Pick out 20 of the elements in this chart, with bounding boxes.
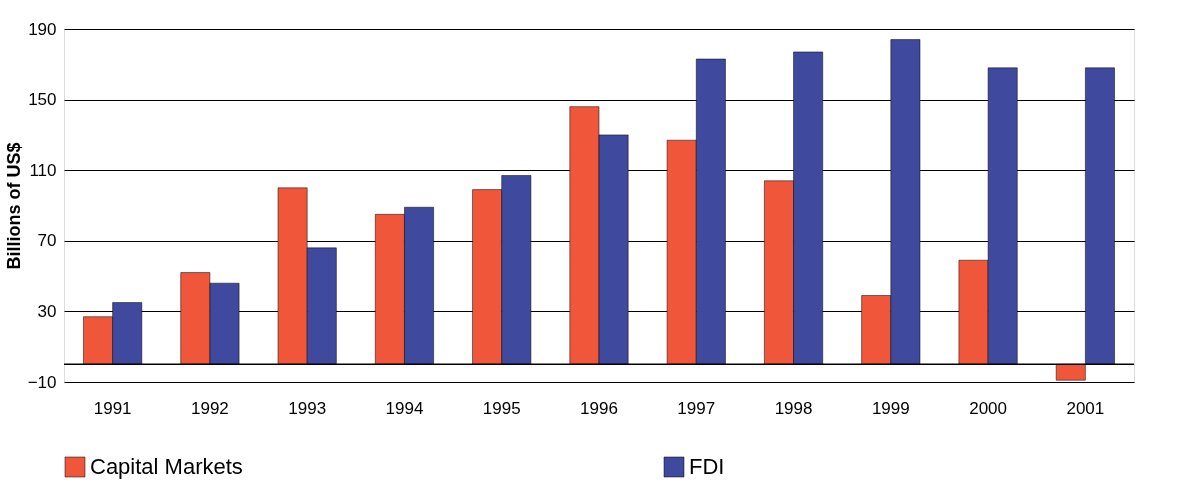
x-tick-label: 2000 [969, 398, 1007, 418]
x-tick-label: 1994 [385, 398, 424, 418]
y-tick-label: 30 [37, 301, 57, 321]
x-tick-label: 1999 [871, 398, 910, 418]
y-tick-label: 150 [28, 90, 57, 110]
y-tick-label: 190 [28, 19, 57, 39]
x-tick-label: 1992 [191, 398, 229, 418]
y-tick-label: 70 [37, 231, 57, 251]
x-tick-label: 1996 [580, 398, 618, 418]
x-tick-label: 1993 [288, 398, 327, 418]
y-tick-label: 110 [29, 160, 57, 180]
x-tick-label: 1995 [482, 398, 521, 418]
x-tick-label: 1998 [774, 398, 813, 418]
y-tick-label: −10 [27, 372, 57, 392]
y-axis-title: Billions of US$ [3, 142, 24, 270]
x-tick-label: 2001 [1066, 398, 1105, 418]
x-tick-label: 1991 [93, 398, 132, 418]
legend-label: FDI [689, 454, 725, 479]
legend-label: Capital Markets [90, 454, 243, 479]
x-tick-label: 1997 [677, 398, 716, 418]
